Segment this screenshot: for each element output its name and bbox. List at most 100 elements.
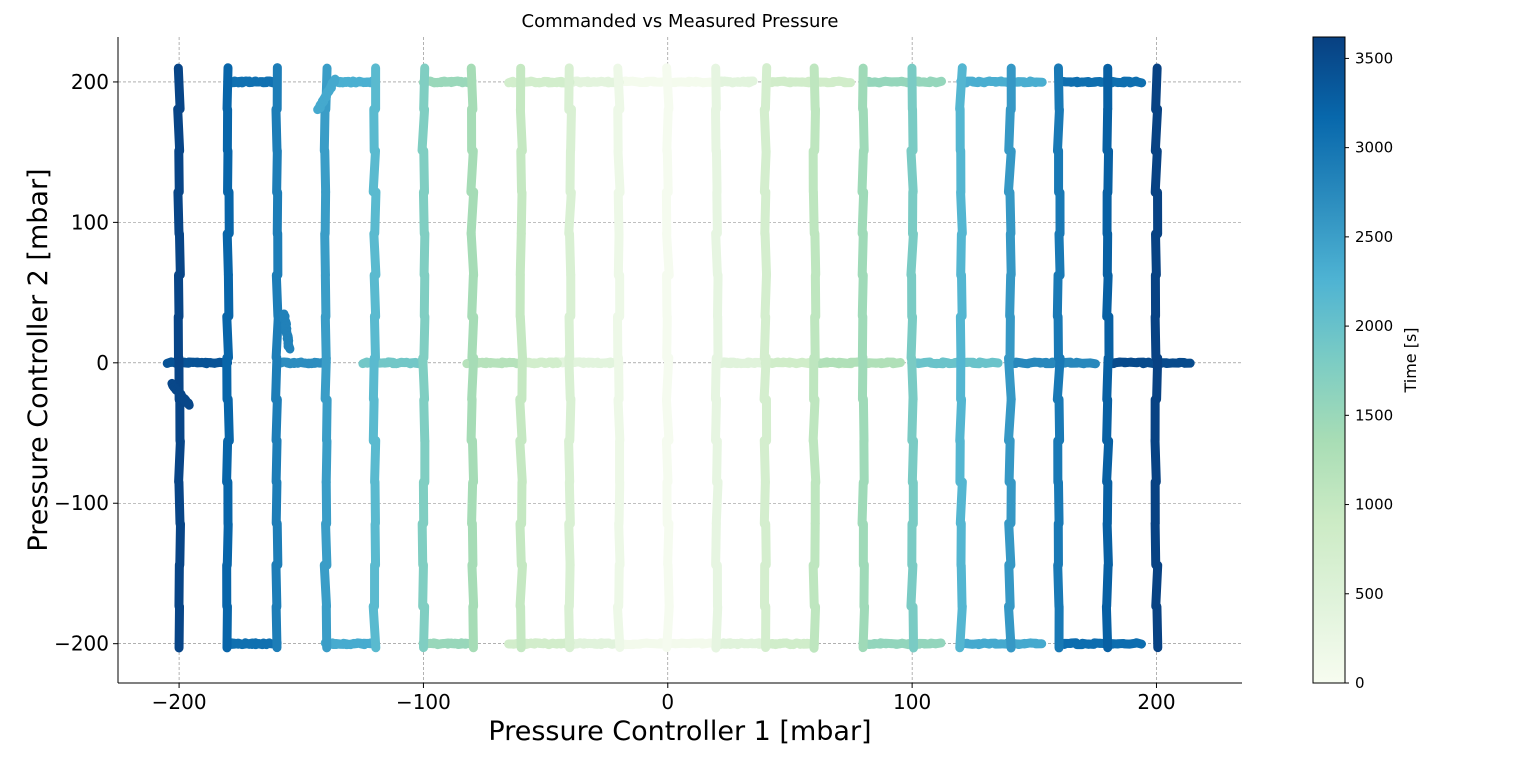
vertical-sweep bbox=[662, 228, 674, 280]
vertical-sweep bbox=[515, 518, 526, 570]
vertical-sweep bbox=[468, 601, 478, 653]
vertical-sweep bbox=[760, 63, 772, 114]
vertical-sweep bbox=[271, 353, 282, 404]
vertical-sweep bbox=[272, 518, 283, 570]
vertical-sweep bbox=[516, 601, 526, 653]
vertical-sweep bbox=[368, 394, 379, 446]
vertical-sweep bbox=[956, 560, 967, 612]
vertical-sweep bbox=[662, 146, 673, 197]
vertical-sweep bbox=[564, 601, 575, 653]
vertical-sweep bbox=[955, 477, 967, 528]
vertical-sweep bbox=[661, 395, 674, 446]
vertical-sweep bbox=[955, 601, 967, 653]
vertical-sweep bbox=[515, 104, 527, 156]
vertical-sweep bbox=[222, 519, 233, 570]
vertical-sweep bbox=[1150, 312, 1161, 363]
vertical-sweep bbox=[712, 436, 722, 487]
vertical-sweep bbox=[467, 560, 479, 611]
colorbar-tick-label: 2000 bbox=[1355, 317, 1393, 335]
vertical-sweep bbox=[713, 270, 723, 322]
vertical-sweep bbox=[1151, 560, 1163, 611]
vertical-sweep bbox=[809, 602, 821, 653]
vertical-sweep bbox=[1053, 560, 1064, 612]
vertical-sweep bbox=[368, 146, 381, 197]
colorbar-ticks: 0 500 1000 1500 2000 2500 3000 3500 bbox=[1345, 49, 1393, 692]
vertical-sweep bbox=[320, 311, 331, 363]
vertical-sweep bbox=[614, 477, 625, 529]
vertical-sweep bbox=[515, 311, 527, 363]
horizontal-segment bbox=[1131, 77, 1147, 88]
vertical-sweep bbox=[175, 519, 185, 570]
vertical-sweep bbox=[955, 394, 967, 446]
vertical-sweep bbox=[1102, 560, 1113, 611]
vertical-sweep bbox=[810, 312, 820, 363]
vertical-sweep bbox=[1052, 105, 1064, 156]
vertical-sweep bbox=[369, 311, 380, 363]
vertical-sweep bbox=[1150, 436, 1161, 487]
vertical-sweep bbox=[857, 477, 868, 529]
vertical-sweep bbox=[466, 146, 478, 197]
x-tick-label: 100 bbox=[893, 690, 931, 714]
y-tick-label: −200 bbox=[54, 632, 109, 656]
chart-title: Commanded vs Measured Pressure bbox=[522, 11, 839, 32]
vertical-sweep bbox=[370, 187, 381, 238]
vertical-sweep bbox=[222, 229, 233, 280]
vertical-sweep bbox=[808, 436, 821, 487]
vertical-sweep bbox=[321, 436, 332, 487]
vertical-sweep bbox=[564, 436, 575, 487]
vertical-sweep bbox=[955, 63, 967, 114]
vertical-sweep bbox=[712, 187, 722, 238]
vertical-sweep bbox=[613, 394, 625, 445]
vertical-sweep bbox=[1004, 601, 1016, 653]
horizontal-segment bbox=[1131, 638, 1146, 649]
x-tick-label: −200 bbox=[152, 690, 207, 714]
colorbar-tick-label: 500 bbox=[1355, 585, 1384, 603]
vertical-sweep bbox=[858, 601, 870, 653]
vertical-sweep bbox=[662, 353, 674, 404]
vertical-sweep bbox=[857, 270, 868, 321]
vertical-sweep bbox=[711, 228, 722, 280]
colorbar-label: Time [s] bbox=[1401, 327, 1420, 393]
vertical-sweep bbox=[662, 104, 673, 156]
vertical-sweep bbox=[663, 519, 674, 570]
vertical-sweep bbox=[759, 353, 771, 405]
vertical-sweep bbox=[1054, 394, 1065, 446]
vertical-sweep bbox=[222, 311, 234, 363]
vertical-sweep bbox=[1150, 518, 1161, 570]
vertical-sweep bbox=[564, 519, 575, 570]
vertical-sweep bbox=[1152, 601, 1163, 653]
horizontal-segment bbox=[987, 357, 1003, 368]
vertical-sweep bbox=[711, 146, 722, 197]
vertical-sweep bbox=[1004, 518, 1016, 570]
x-axis-label: Pressure Controller 1 [mbar] bbox=[488, 716, 871, 747]
vertical-sweep bbox=[1152, 353, 1163, 404]
vertical-sweep bbox=[466, 63, 478, 114]
vertical-sweep bbox=[417, 104, 430, 155]
vertical-sweep bbox=[1003, 146, 1016, 197]
vertical-sweep bbox=[907, 394, 918, 446]
vertical-sweep bbox=[1052, 353, 1065, 405]
colorbar: 0 500 1000 1500 2000 2500 3000 3500 Time [s] bbox=[1312, 36, 1420, 692]
vertical-sweep bbox=[808, 395, 820, 446]
vertical-sweep bbox=[760, 270, 771, 322]
horizontal-segment bbox=[888, 358, 905, 369]
x-tick-label: 200 bbox=[1137, 690, 1175, 714]
vertical-sweep bbox=[1004, 560, 1015, 612]
colorbar-tick-label: 3000 bbox=[1355, 139, 1393, 157]
transient-segment bbox=[183, 398, 194, 410]
vertical-sweep bbox=[466, 187, 479, 239]
vertical-sweep bbox=[906, 146, 918, 197]
vertical-sweep bbox=[857, 187, 869, 239]
vertical-sweep bbox=[761, 519, 771, 570]
vertical-sweep bbox=[710, 353, 721, 404]
vertical-sweep bbox=[467, 436, 479, 487]
vertical-sweep bbox=[566, 104, 576, 156]
vertical-sweep bbox=[271, 560, 282, 612]
vertical-sweep bbox=[759, 105, 771, 155]
vertical-sweep bbox=[612, 602, 625, 653]
vertical-sweep bbox=[663, 560, 674, 612]
colorbar-tick-label: 3500 bbox=[1355, 49, 1393, 67]
y-tick-label: 200 bbox=[71, 70, 109, 94]
vertical-sweep bbox=[320, 353, 331, 404]
vertical-sweep bbox=[1150, 146, 1162, 198]
